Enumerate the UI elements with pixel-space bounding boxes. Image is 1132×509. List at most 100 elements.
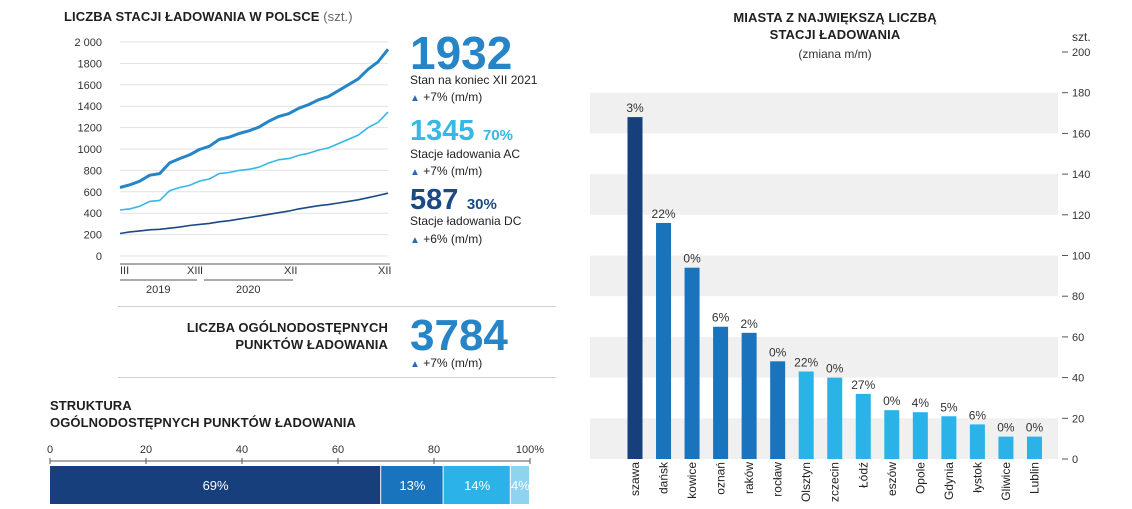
y-tick-label: 400 <box>84 208 102 220</box>
structure-tick-label: 40 <box>236 444 248 456</box>
city-category-label: oznań <box>714 462 728 495</box>
points-title-line1: LICZBA OGÓLNODOSTĘPNYCH <box>186 320 388 335</box>
city-bar <box>741 332 757 459</box>
city-category-label: rocław <box>771 462 785 497</box>
grid-band <box>590 92 1058 134</box>
line-chart-title-text: LICZBA STACJI ŁADOWANIA W POLSCE <box>64 9 320 24</box>
city-bar-label: 5% <box>940 400 958 414</box>
city-category-label: dańsk <box>657 461 671 494</box>
dc-label: Stacje ładowania DC <box>410 214 522 228</box>
y-tick-label: 180 <box>1072 88 1090 100</box>
city-bar-label: 0% <box>997 421 1015 435</box>
increase-arrow-icon: ▲ <box>410 167 420 178</box>
grid-band <box>590 174 1058 215</box>
dc-change-text: +6% (m/m) <box>423 232 483 246</box>
ac-stat: 1345 70% <box>410 117 513 146</box>
y-tick-label: 1200 <box>78 123 102 135</box>
city-bar-label: 3% <box>626 101 644 115</box>
y-tick-label: 60 <box>1072 332 1084 344</box>
structure-segment-label: 13% <box>399 478 425 493</box>
city-bar-label: 4% <box>912 396 930 410</box>
line-chart: 0 200 400 600 800 1000 1200 1400 1600 1800 2 000 I… <box>74 37 391 296</box>
structure-tick-label: 100% <box>516 444 544 456</box>
year-label-2020: 2020 <box>236 284 260 296</box>
points-value: 3784 <box>410 311 508 360</box>
y-tick-label: 1800 <box>78 58 102 70</box>
city-bar-label: 6% <box>712 311 730 325</box>
increase-arrow-icon: ▲ <box>410 235 420 246</box>
line-chart-grid <box>120 41 388 257</box>
dc-change: ▲ +6% (m/m) <box>410 232 482 246</box>
increase-arrow-icon: ▲ <box>410 359 420 370</box>
city-bar-label: 0% <box>683 252 701 266</box>
city-bar <box>1026 436 1042 459</box>
structure-title: STRUKTURA OGÓLNODOSTĘPNYCH PUNKTÓW ŁADOW… <box>50 397 356 431</box>
line-chart-unit: (szt.) <box>323 9 353 24</box>
city-bar <box>912 412 928 459</box>
y-tick-label: 120 <box>1072 210 1090 222</box>
structure-segment <box>510 466 529 504</box>
ac-share: 70% <box>482 127 513 144</box>
city-category-label: raków <box>742 462 756 494</box>
x-tick-xii-2019: XII <box>187 265 200 277</box>
city-chart-title-line1: MIASTA Z NAJWIĘKSZĄ LICZBĄ <box>733 10 937 25</box>
x-tick-iii: III <box>120 265 129 277</box>
structure-tick-label: 80 <box>428 444 440 456</box>
city-category-label: Gdynia <box>942 462 956 500</box>
city-chart-unit: szt. <box>1072 30 1091 44</box>
series-line-2 <box>119 48 390 189</box>
structure-bars: 69% 13% 14% 4% <box>50 466 530 504</box>
y-tick-label: 1000 <box>78 144 102 156</box>
x-tick-i: I <box>200 265 203 277</box>
line-chart-series <box>119 48 390 235</box>
divider <box>118 306 556 307</box>
city-chart-title: MIASTA Z NAJWIĘKSZĄ LICZBĄ STACJI ŁADOWA… <box>700 9 970 43</box>
points-change-text: +7% (m/m) <box>423 356 483 370</box>
city-bar-label: 6% <box>969 408 987 422</box>
divider <box>118 377 556 378</box>
y-tick-label: 1600 <box>78 80 102 92</box>
city-bar <box>827 377 843 459</box>
structure-segment <box>443 466 510 504</box>
city-category-label: Gliwice <box>999 462 1013 501</box>
ac-change-text: +7% (m/m) <box>423 164 483 178</box>
city-bar <box>884 410 900 459</box>
city-category-label: Łódź <box>856 462 870 488</box>
city-bar-label: 0% <box>883 394 901 408</box>
dc-value: 587 <box>410 184 459 216</box>
city-bar <box>770 361 786 459</box>
structure-segment-label: 14% <box>464 478 490 493</box>
city-category-label: Lublin <box>1027 462 1041 494</box>
city-category-label: zczecin <box>828 462 842 502</box>
ac-value: 1345 <box>410 115 475 147</box>
y-tick-label: 160 <box>1072 128 1090 140</box>
ac-label: Stacje ładowania AC <box>410 147 521 161</box>
total-stations-label: Stan na koniec XII 2021 <box>410 73 538 87</box>
total-stations-change: ▲ +7% (m/m) <box>410 90 482 104</box>
city-bar <box>941 416 957 459</box>
y-tick-label: 2 000 <box>74 37 102 49</box>
structure-segment-label: 69% <box>203 478 229 493</box>
y-tick-label: 100 <box>1072 251 1090 263</box>
city-bar <box>656 222 672 459</box>
city-bar <box>998 436 1014 459</box>
city-category-label: kowice <box>685 462 699 499</box>
city-bar-label: 0% <box>1026 421 1044 435</box>
points-title-line2: PUNKTÓW ŁADOWANIA <box>235 337 388 352</box>
city-bar-label: 0% <box>826 362 844 376</box>
city-bar-label: 27% <box>851 378 875 392</box>
ac-change: ▲ +7% (m/m) <box>410 164 482 178</box>
structure-tick-label: 20 <box>140 444 152 456</box>
y-tick-label: 80 <box>1072 291 1084 303</box>
city-bar <box>855 393 871 459</box>
y-tick-label: 1400 <box>78 101 102 113</box>
line-chart-y-axis: 0 200 400 600 800 1000 1200 1400 1600 1800 2 000 <box>74 37 102 263</box>
structure-title-line2: OGÓLNODOSTĘPNYCH PUNKTÓW ŁADOWANIA <box>50 415 357 430</box>
year-label-2019: 2019 <box>146 284 170 296</box>
points-change: ▲ +7% (m/m) <box>410 356 482 370</box>
city-bar <box>969 424 985 459</box>
city-category-label: eszów <box>885 462 899 496</box>
x-tick-xii-2021: XII <box>378 265 391 277</box>
city-chart-y-axis: 0 20 40 60 80 100 120 140 160 180 200 <box>1062 47 1090 466</box>
city-category-label: szawa <box>628 462 642 496</box>
